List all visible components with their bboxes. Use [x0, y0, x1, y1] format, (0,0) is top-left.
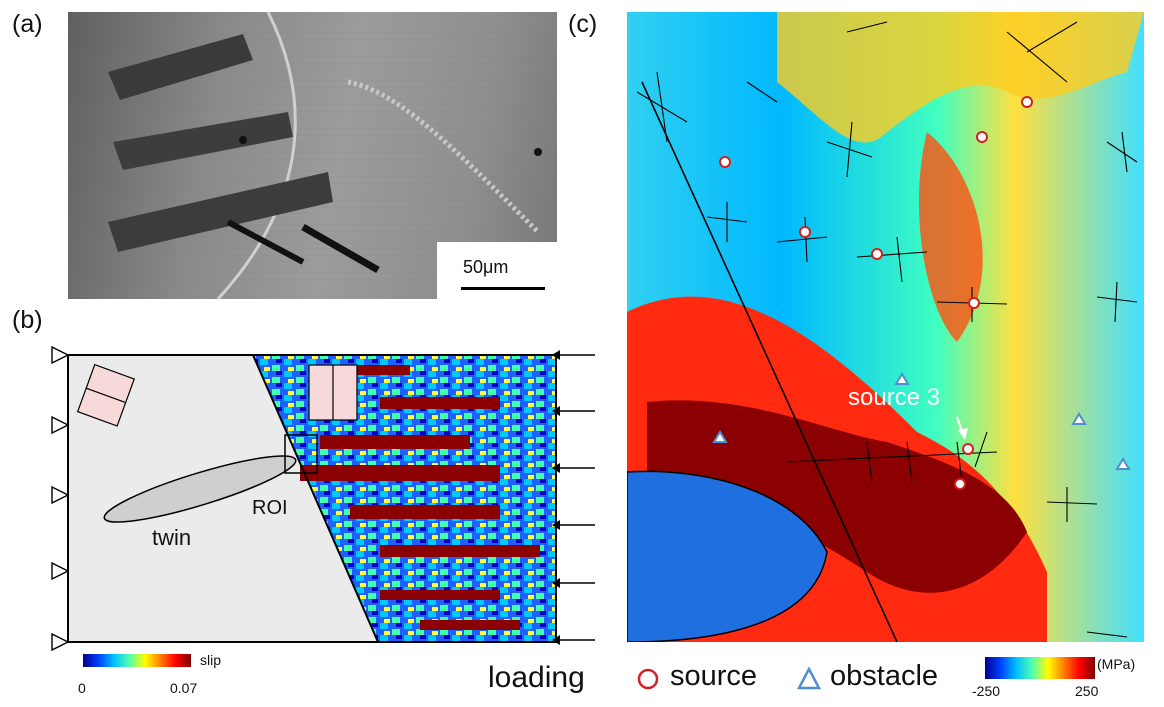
loading-label: loading: [488, 661, 585, 694]
obstacle-legend-label: obstacle: [830, 660, 939, 692]
stress-colorbar-min: -250: [972, 683, 1001, 699]
source-legend-icon: [637, 668, 659, 690]
slip-colorbar: [83, 654, 191, 667]
scale-bar: [461, 287, 545, 290]
source-3-label: source 3: [848, 384, 941, 411]
slip-colorbar-min: 0: [78, 680, 86, 696]
panel-a-label: (a): [12, 10, 43, 38]
scale-bar-label: 50μm: [463, 257, 509, 277]
stress-colorbar: [985, 657, 1095, 679]
panel-b-label: (b): [12, 306, 43, 334]
stress-colorbar-max: 250: [1075, 683, 1099, 699]
slip-colorbar-title: slip: [200, 652, 222, 668]
panel-c-label: (c): [568, 10, 598, 38]
roi-label: ROI: [252, 497, 288, 519]
obstacle-legend-icon: [796, 666, 822, 690]
twin-label: twin: [152, 525, 192, 550]
sem-micrograph: [68, 12, 557, 299]
stress-colorbar-unit: (MPa): [1097, 656, 1136, 672]
panel-b-schematic: [51, 345, 595, 652]
slip-colorbar-max: 0.07: [170, 680, 198, 696]
stress-field-map: [627, 12, 1144, 642]
source-legend-label: source: [670, 660, 758, 692]
